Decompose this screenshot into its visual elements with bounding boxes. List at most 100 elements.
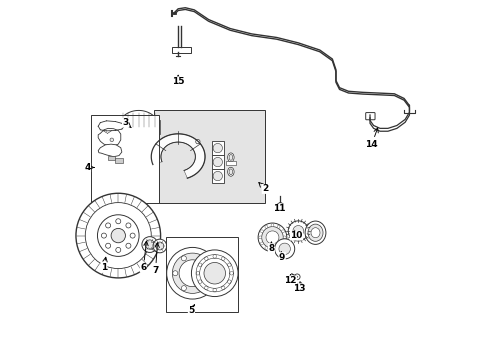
Ellipse shape [228,154,232,160]
Text: 2: 2 [258,183,268,193]
Circle shape [277,247,280,249]
Circle shape [270,248,273,251]
Text: 7: 7 [152,243,159,275]
Bar [118,121,125,134]
Text: 14: 14 [365,128,378,149]
Bar [171,47,191,53]
Ellipse shape [310,228,319,238]
Circle shape [264,225,267,228]
Circle shape [212,255,216,258]
Circle shape [265,231,278,244]
Circle shape [125,223,131,228]
Circle shape [105,243,110,248]
Polygon shape [98,144,122,157]
Circle shape [196,271,199,275]
Circle shape [264,247,267,249]
Circle shape [203,262,225,284]
Ellipse shape [305,221,325,244]
Circle shape [227,263,231,267]
Text: 15: 15 [172,75,184,86]
Text: 10: 10 [290,230,302,240]
Circle shape [204,257,208,260]
Circle shape [229,271,233,275]
Circle shape [227,280,231,283]
Circle shape [101,233,106,238]
Bar [154,110,265,203]
Ellipse shape [307,224,323,241]
Circle shape [281,230,284,233]
Bar [115,158,122,163]
Circle shape [198,263,202,267]
Text: 5: 5 [188,305,194,315]
Circle shape [258,236,261,239]
Bar [211,141,224,155]
Circle shape [153,239,166,253]
Circle shape [281,242,284,245]
Bar [91,116,159,203]
Circle shape [270,224,273,226]
Text: 4: 4 [84,163,94,172]
Circle shape [166,247,218,299]
Circle shape [105,223,110,228]
Text: 8: 8 [268,242,274,253]
Circle shape [213,157,222,167]
Circle shape [261,226,283,248]
Circle shape [181,285,186,291]
Bar [166,237,238,312]
Text: 6: 6 [140,241,148,273]
Circle shape [142,237,158,252]
Circle shape [207,271,212,276]
Circle shape [258,223,286,252]
Circle shape [198,280,202,283]
Ellipse shape [228,169,232,175]
Polygon shape [98,129,121,146]
Circle shape [287,221,308,241]
Circle shape [179,260,205,287]
Text: 13: 13 [292,283,305,293]
Circle shape [97,215,139,256]
Circle shape [278,243,290,255]
Text: 9: 9 [278,252,285,262]
Circle shape [116,247,121,252]
Circle shape [116,219,121,224]
Circle shape [195,139,200,144]
Circle shape [277,225,280,228]
Bar [152,121,159,134]
Circle shape [221,286,224,290]
Circle shape [181,256,186,261]
Circle shape [198,285,203,291]
Circle shape [260,230,263,233]
Text: 1: 1 [101,257,107,273]
Circle shape [294,274,300,280]
Circle shape [76,193,160,278]
Circle shape [221,257,224,260]
Ellipse shape [227,167,234,176]
FancyBboxPatch shape [365,113,374,120]
Text: 11: 11 [273,204,285,213]
Circle shape [125,243,131,248]
Circle shape [198,256,203,261]
Bar [225,161,235,165]
Circle shape [213,171,222,181]
Circle shape [145,240,154,249]
Ellipse shape [227,153,234,162]
Circle shape [204,286,208,290]
Text: 3: 3 [122,118,131,128]
Circle shape [260,242,263,245]
Circle shape [172,271,178,276]
Circle shape [156,242,163,250]
Circle shape [283,236,285,239]
Bar [211,169,224,183]
Text: 12: 12 [284,275,296,285]
Circle shape [212,288,216,292]
Bar [211,155,224,169]
Bar [107,156,115,160]
Circle shape [111,228,125,243]
Circle shape [213,143,222,153]
Circle shape [172,253,212,293]
Circle shape [292,226,303,236]
Circle shape [191,250,238,297]
Polygon shape [119,111,158,124]
Circle shape [130,233,135,238]
Circle shape [85,203,151,269]
